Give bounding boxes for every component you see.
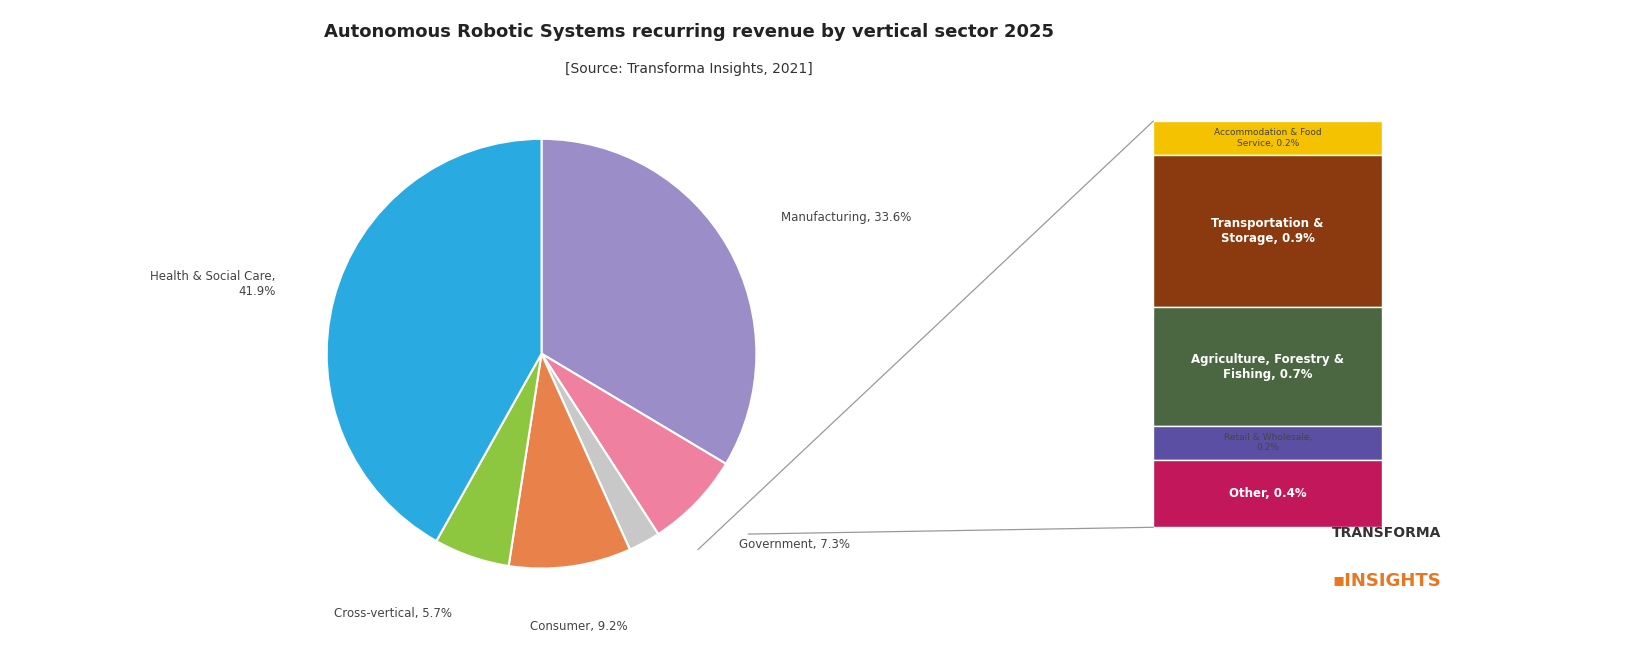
Wedge shape (542, 354, 658, 550)
Text: Autonomous Robotic Systems recurring revenue by vertical sector 2025: Autonomous Robotic Systems recurring rev… (325, 23, 1054, 41)
Text: Transportation &
Storage, 0.9%: Transportation & Storage, 0.9% (1211, 217, 1324, 245)
Wedge shape (509, 354, 630, 569)
Text: Agriculture, Forestry &
Fishing, 0.7%: Agriculture, Forestry & Fishing, 0.7% (1191, 352, 1344, 381)
Wedge shape (542, 354, 725, 534)
Bar (1154, 307, 1382, 426)
Wedge shape (327, 139, 542, 541)
Text: Consumer, 9.2%: Consumer, 9.2% (530, 620, 627, 633)
Bar (1154, 460, 1382, 527)
Text: Cross-vertical, 5.7%: Cross-vertical, 5.7% (333, 607, 451, 620)
Wedge shape (437, 354, 542, 566)
Text: ▪INSIGHTS: ▪INSIGHTS (1332, 572, 1441, 590)
Text: Government, 7.3%: Government, 7.3% (740, 538, 850, 551)
Text: TRANSFORMA: TRANSFORMA (1332, 527, 1441, 540)
Text: Accommodation & Food
Service, 0.2%: Accommodation & Food Service, 0.2% (1214, 128, 1321, 148)
Text: Health & Social Care,
41.9%: Health & Social Care, 41.9% (149, 270, 276, 298)
Bar (1154, 121, 1382, 155)
Text: [Source: Transforma Insights, 2021]: [Source: Transforma Insights, 2021] (566, 62, 812, 76)
Bar (1154, 155, 1382, 307)
Bar (1154, 426, 1382, 460)
Text: Manufacturing, 33.6%: Manufacturing, 33.6% (781, 212, 911, 225)
Text: Retail & Wholesale,
0.2%: Retail & Wholesale, 0.2% (1224, 433, 1311, 453)
Text: Other, 0.4%: Other, 0.4% (1229, 487, 1306, 500)
Wedge shape (542, 139, 757, 464)
